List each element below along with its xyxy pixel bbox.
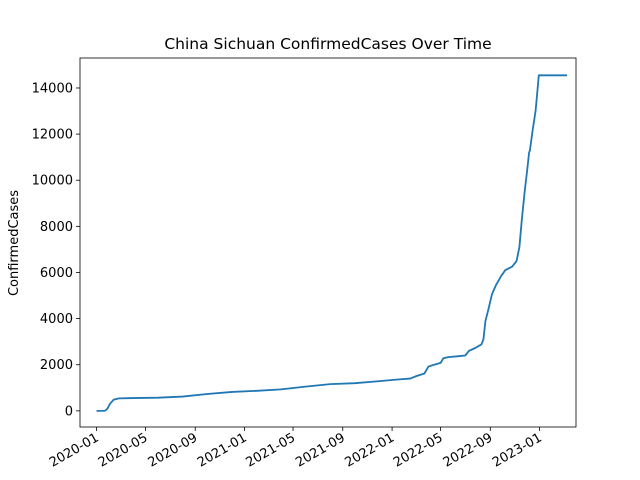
y-tick-label: 2000	[40, 358, 73, 373]
y-axis-label: ConfirmedCases	[7, 190, 22, 296]
y-tick-label: 8000	[40, 220, 73, 235]
y-tick-label: 14000	[32, 81, 73, 96]
y-tick-label: 12000	[32, 128, 73, 143]
series-line-0	[96, 74, 568, 412]
y-tick-label: 4000	[40, 312, 73, 327]
y-tick-label: 10000	[32, 174, 73, 189]
chart-title: China Sichuan ConfirmedCases Over Time	[164, 35, 491, 53]
y-tick-label: 6000	[40, 266, 73, 281]
axes-frame	[79, 57, 577, 428]
y-tick-label: 0	[65, 404, 73, 419]
